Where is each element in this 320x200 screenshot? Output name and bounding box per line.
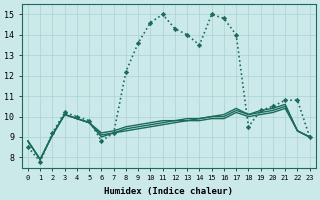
X-axis label: Humidex (Indice chaleur): Humidex (Indice chaleur) — [104, 187, 233, 196]
